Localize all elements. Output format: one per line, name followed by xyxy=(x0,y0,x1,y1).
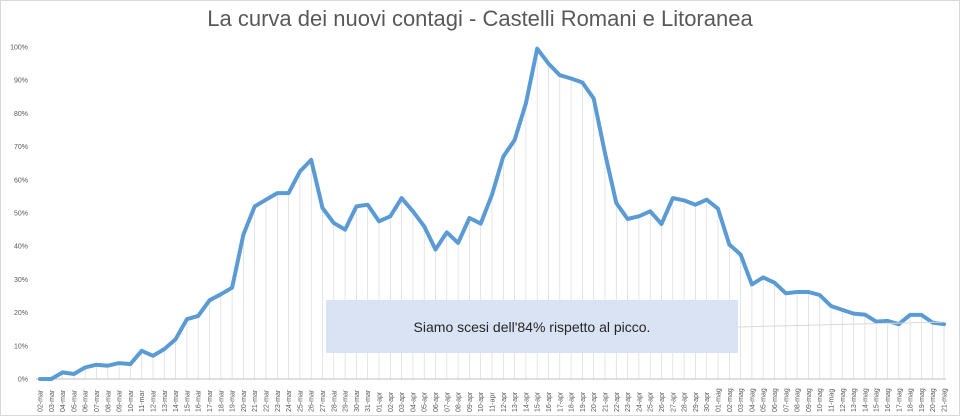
x-tick-label: 16-apr xyxy=(546,391,553,412)
x-tick-label: 23-mar xyxy=(275,389,282,412)
y-axis-ticks: 0% 10% 20% 30% 40% 50% 60% 70% 80% 90% 100% xyxy=(10,45,28,384)
x-tick-label: 05-apr xyxy=(422,391,429,412)
x-tick-label: 30-apr xyxy=(704,391,711,412)
x-tick-label: 30-mar xyxy=(354,389,361,412)
x-tick-label: 20-apr xyxy=(591,391,598,412)
x-tick-label: 09-apr xyxy=(467,391,474,412)
x-tick-label: 22-apr xyxy=(614,391,621,412)
x-tick-label: 11-apr xyxy=(490,392,497,412)
x-tick-label: 20-mar xyxy=(241,389,248,412)
x-tick-label: 15-mag xyxy=(874,388,881,412)
x-tick-label: 28-apr xyxy=(682,391,689,412)
x-tick-label: 05-mag xyxy=(761,388,768,412)
x-tick-label: 08-apr xyxy=(456,391,463,412)
y-tick-label: 30% xyxy=(14,277,28,284)
x-tick-label: 21-mar xyxy=(252,389,259,412)
x-tick-label: 12-apr xyxy=(501,391,508,412)
x-tick-label: 12-mag xyxy=(840,388,847,412)
x-tick-label: 18-mag xyxy=(908,388,915,412)
x-tick-label: 26-apr xyxy=(659,391,666,412)
x-tick-label: 18-apr xyxy=(569,391,576,412)
x-tick-label: 17-apr xyxy=(557,391,564,412)
x-tick-label: 11-mar xyxy=(139,390,146,412)
y-tick-label: 70% xyxy=(14,144,28,151)
y-tick-label: 90% xyxy=(14,78,28,85)
x-tick-label: 19-apr xyxy=(580,391,587,412)
x-tick-label: 01-mag xyxy=(716,388,723,412)
y-tick-label: 80% xyxy=(14,111,28,118)
x-tick-label: 27-mar xyxy=(320,389,327,412)
x-tick-label: 26-mar xyxy=(309,389,316,412)
x-tick-label: 07-mar xyxy=(94,389,101,412)
x-tick-label: 03-mar xyxy=(49,389,56,412)
x-tick-label: 13-mar xyxy=(162,389,169,412)
x-tick-label: 29-apr xyxy=(693,391,700,412)
x-tick-label: 02-mag xyxy=(727,388,734,412)
x-tick-label: 21-mag xyxy=(942,388,949,412)
x-tick-label: 19-mag xyxy=(919,388,926,412)
x-tick-label: 29-mar xyxy=(343,389,350,412)
x-tick-label: 07-mag xyxy=(783,388,790,412)
x-tick-label: 04-mag xyxy=(749,388,756,412)
x-tick-label: 17-mar xyxy=(207,389,214,412)
x-tick-label: 27-apr xyxy=(670,391,677,412)
y-tick-label: 50% xyxy=(14,211,28,218)
x-tick-label: 20-mag xyxy=(930,388,937,412)
x-tick-label: 02-mar xyxy=(38,389,45,412)
chart-title: La curva dei nuovi contagi - Castelli Ro… xyxy=(207,6,753,31)
x-tick-label: 14-mar xyxy=(173,389,180,412)
x-tick-label: 03-apr xyxy=(399,391,406,412)
x-tick-label: 24-mar xyxy=(286,389,293,412)
x-tick-label: 11-mag xyxy=(829,389,836,412)
x-tick-label: 06-mag xyxy=(772,388,779,412)
x-axis-ticks: 02-mar 03-mar 04-mar 05-mar 06-mar 07-mar 08-m… xyxy=(38,388,949,412)
x-tick-label: 16-mar xyxy=(196,389,203,412)
y-tick-label: 0% xyxy=(18,377,28,384)
x-tick-label: 25-apr xyxy=(648,391,655,412)
x-tick-label: 24-apr xyxy=(636,391,643,412)
x-tick-label: 04-apr xyxy=(410,391,417,412)
x-tick-label: 10-apr xyxy=(478,391,485,412)
x-tick-label: 06-mar xyxy=(83,389,90,412)
x-tick-label: 17-mag xyxy=(896,388,903,412)
x-tick-label: 14-mag xyxy=(862,388,869,412)
x-tick-label: 07-apr xyxy=(444,391,451,412)
x-tick-label: 16-mag xyxy=(885,388,892,412)
annotation-connector xyxy=(737,321,945,328)
annotation-box: Siamo scesi dell'84% rispetto al picco. xyxy=(326,300,738,353)
x-tick-label: 13-mag xyxy=(851,388,858,412)
x-tick-label: 09-mar xyxy=(117,389,124,412)
x-tick-label: 15-apr xyxy=(535,391,542,412)
x-tick-label: 21-apr xyxy=(603,391,610,412)
x-tick-label: 19-mar xyxy=(230,389,237,412)
x-tick-label: 05-mar xyxy=(71,389,78,412)
x-tick-label: 10-mar xyxy=(128,389,135,412)
x-tick-label: 03-mag xyxy=(738,388,745,412)
x-tick-label: 12-mar xyxy=(151,389,158,412)
x-tick-label: 28-mar xyxy=(331,389,338,412)
x-tick-label: 02-apr xyxy=(388,391,395,412)
x-tick-label: 23-apr xyxy=(625,391,632,412)
x-tick-label: 22-mar xyxy=(264,389,271,412)
x-tick-label: 06-apr xyxy=(433,391,440,412)
x-tick-label: 18-mar xyxy=(218,389,225,412)
x-tick-label: 13-apr xyxy=(512,391,519,412)
y-tick-label: 100% xyxy=(10,45,28,52)
x-tick-label: 08-mag xyxy=(795,388,802,412)
y-tick-label: 10% xyxy=(14,343,28,350)
x-tick-label: 31-mar xyxy=(365,389,372,412)
x-tick-label: 15-mar xyxy=(184,389,191,412)
x-tick-label: 04-mar xyxy=(60,389,67,412)
x-tick-label: 14-apr xyxy=(523,391,530,412)
x-tick-label: 09-mag xyxy=(806,388,813,412)
y-tick-label: 40% xyxy=(14,244,28,251)
y-tick-label: 60% xyxy=(14,177,28,184)
x-tick-label: 25-mar xyxy=(297,389,304,412)
x-tick-label: 08-mar xyxy=(105,389,112,412)
x-tick-label: 10-mag xyxy=(817,388,824,412)
y-tick-label: 20% xyxy=(14,310,28,317)
series-line xyxy=(38,46,946,381)
x-tick-label: 01-apr xyxy=(377,391,384,412)
